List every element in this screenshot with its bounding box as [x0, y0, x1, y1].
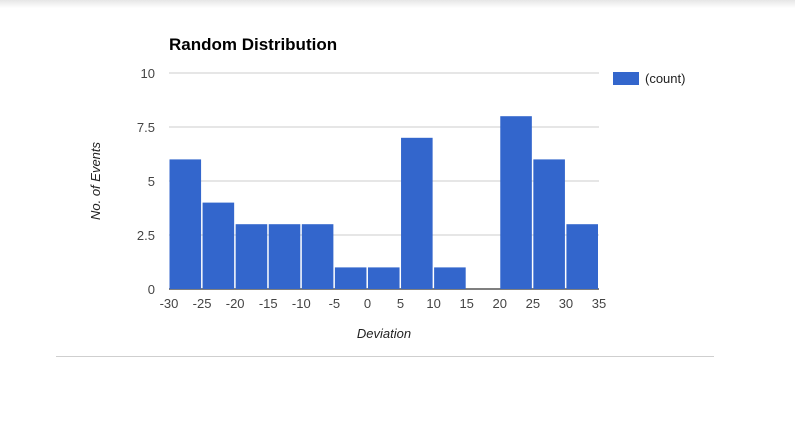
x-tick-label: -5: [329, 296, 341, 311]
x-tick-label: -20: [226, 296, 245, 311]
x-tick-label: -30: [160, 296, 179, 311]
page-divider: [56, 356, 714, 357]
bar: [367, 267, 400, 289]
bar: [169, 159, 202, 289]
bar: [301, 224, 334, 289]
x-tick-label: 35: [592, 296, 606, 311]
y-tick-label: 0: [148, 282, 155, 297]
x-axis-ticks: -30 -25 -20 -15 -10 -5 0 5 10 15 20 25 30 35: [160, 296, 607, 311]
x-tick-label: 25: [526, 296, 540, 311]
top-shadow: [0, 0, 795, 8]
y-axis-ticks: 0 2.5 5 7.5 10: [137, 66, 155, 297]
x-tick-label: 5: [397, 296, 404, 311]
y-tick-label: 7.5: [137, 120, 155, 135]
x-tick-label: 10: [426, 296, 440, 311]
bar: [235, 224, 268, 289]
legend-swatch: [613, 72, 639, 85]
bar: [566, 224, 598, 289]
bars: [169, 116, 598, 289]
x-tick-label: 0: [364, 296, 371, 311]
legend: (count): [613, 71, 685, 86]
x-tick-label: -25: [193, 296, 212, 311]
chart-title: Random Distribution: [169, 35, 337, 54]
x-tick-label: -15: [259, 296, 278, 311]
bar: [401, 137, 433, 289]
y-tick-label: 10: [141, 66, 155, 81]
bar: [533, 159, 565, 289]
bar: [334, 267, 367, 289]
x-tick-label: 20: [493, 296, 507, 311]
bar: [500, 116, 532, 289]
y-axis-label: No. of Events: [88, 141, 103, 220]
x-tick-label: 30: [559, 296, 573, 311]
legend-label: (count): [645, 71, 685, 86]
bar: [268, 224, 301, 289]
y-tick-label: 2.5: [137, 228, 155, 243]
bar: [434, 267, 466, 289]
bar: [202, 202, 235, 289]
y-tick-label: 5: [148, 174, 155, 189]
x-axis-label: Deviation: [357, 326, 411, 341]
x-tick-label: 15: [459, 296, 473, 311]
x-tick-label: -10: [292, 296, 311, 311]
